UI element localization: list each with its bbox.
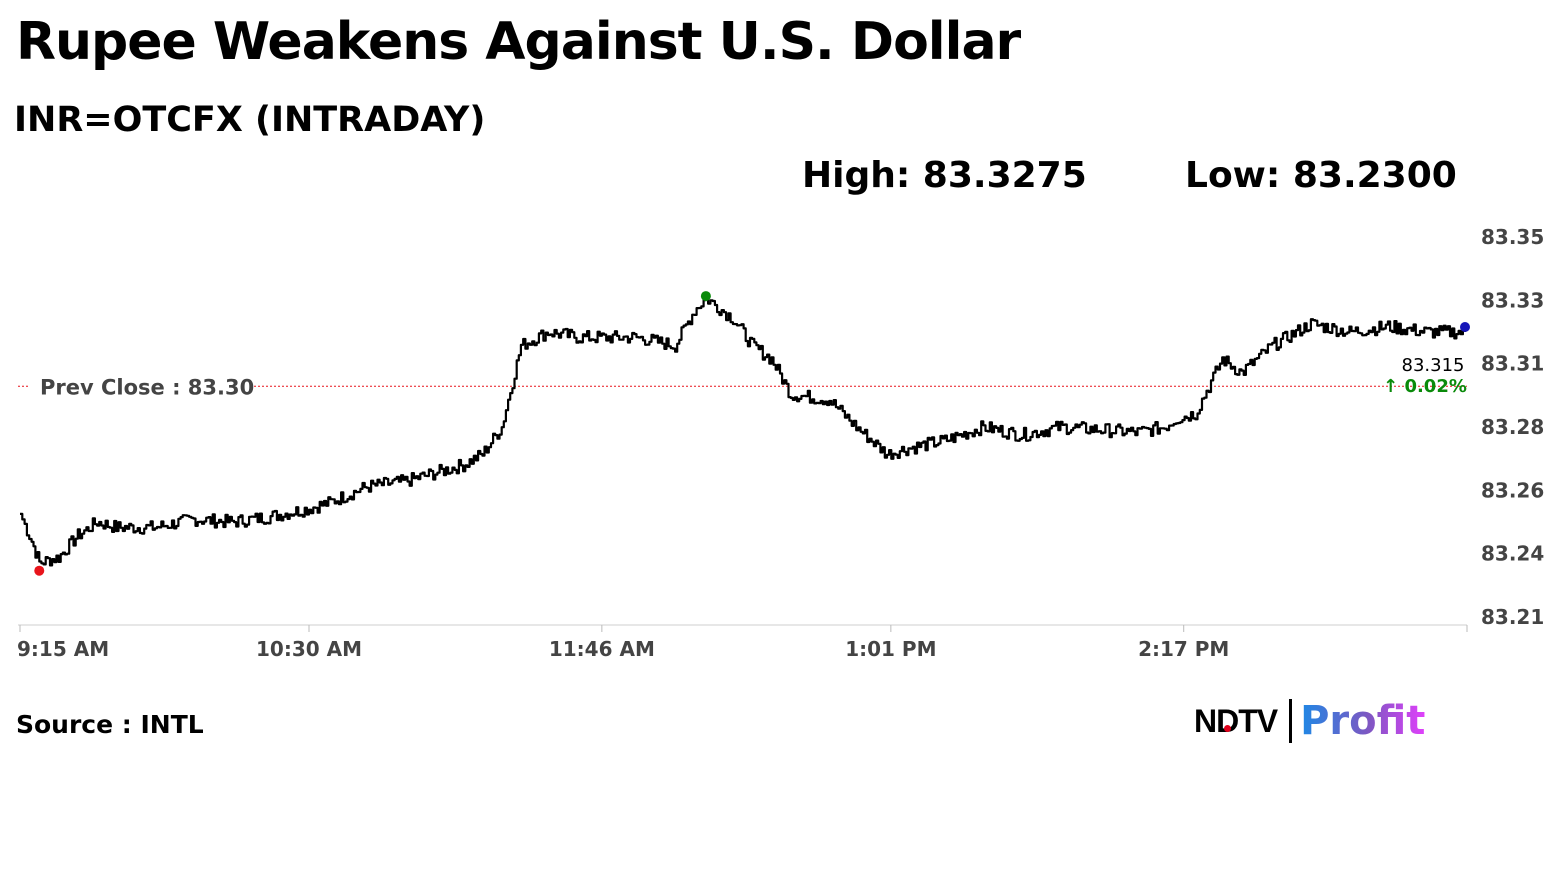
- high-value: High: 83.3275: [802, 155, 1087, 196]
- logo-ndtv-text: NDTV: [1194, 702, 1278, 739]
- logo-profit-text: Profit: [1300, 698, 1426, 744]
- y-tick-label: 83.31: [1481, 352, 1544, 376]
- intraday-line-chart: 83.35 83.33 83.31 83.28 83.26 83.24 83.21 9:15…: [17, 225, 1544, 661]
- price-series-line: [20, 296, 1467, 567]
- ndtv-profit-logo: NDTV Profit: [1194, 697, 1425, 745]
- x-tick-label: 9:15 AM: [17, 637, 109, 661]
- logo-separator: [1289, 699, 1293, 743]
- last-price-label: 83.315: [1402, 355, 1465, 376]
- x-axis: 9:15 AM 10:30 AM 11:46 AM 1:01 PM 2:17 PM: [17, 625, 1468, 661]
- prev-close-label-bg: [30, 373, 252, 400]
- x-tick-label: 1:01 PM: [845, 637, 936, 661]
- x-tick-label: 2:17 PM: [1138, 637, 1229, 661]
- day-high-marker: [700, 291, 711, 302]
- day-low-marker: [34, 565, 45, 576]
- change-percent-label: ↑ 0.02%: [1383, 376, 1467, 397]
- y-tick-label: 83.28: [1481, 415, 1544, 439]
- y-tick-label: 83.35: [1481, 225, 1544, 249]
- chart-title: Rupee Weakens Against U.S. Dollar: [16, 12, 1021, 72]
- prev-close-label: Prev Close : 83.30: [40, 375, 254, 399]
- low-value: Low: 83.2300: [1185, 155, 1457, 196]
- x-tick-label: 11:46 AM: [549, 637, 655, 661]
- y-tick-label: 83.33: [1481, 288, 1544, 312]
- x-tick-label: 10:30 AM: [256, 637, 362, 661]
- last-price-marker: [1460, 322, 1470, 332]
- source-label: Source : INTL: [16, 710, 204, 739]
- chart-subtitle: INR=OTCFX (INTRADAY): [14, 100, 486, 140]
- y-axis: 83.35 83.33 83.31 83.28 83.26 83.24 83.21: [1481, 225, 1544, 629]
- y-tick-label: 83.26: [1481, 478, 1544, 502]
- y-tick-label: 83.24: [1481, 542, 1544, 566]
- y-tick-label: 83.21: [1481, 605, 1544, 629]
